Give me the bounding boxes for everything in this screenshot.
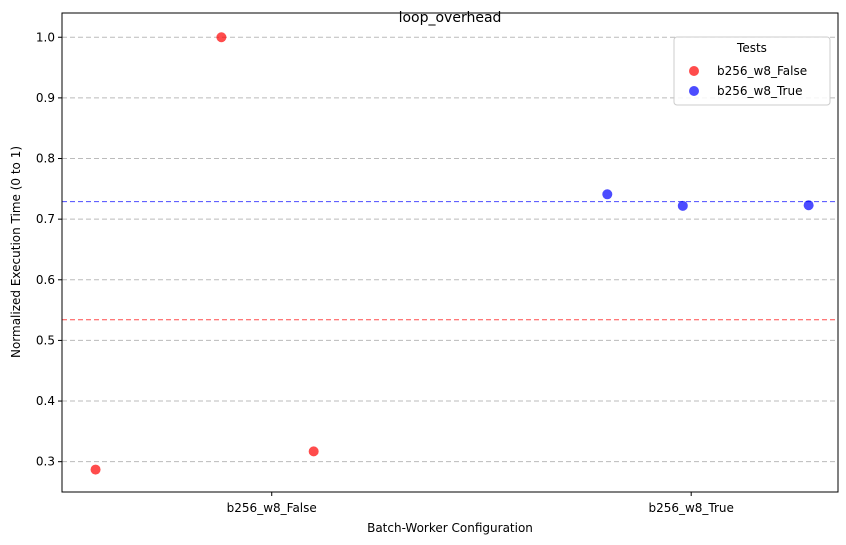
x-tick-label: b256_w8_True	[648, 501, 733, 515]
grid-lines	[62, 36, 838, 463]
y-tick-label: 0.9	[36, 91, 55, 105]
plot-frame	[61, 12, 839, 493]
y-tick-label: 0.7	[36, 212, 55, 226]
y-tick-label: 1.0	[36, 30, 55, 44]
y-tick-label: 0.8	[36, 152, 55, 166]
legend-marker-b256-w8-false	[689, 66, 699, 76]
chart-title: loop_overhead	[399, 10, 502, 26]
y-tick-label: 0.3	[36, 455, 55, 469]
y-tick-label: 0.5	[36, 333, 55, 347]
x-axis-ticks: b256_w8_False b256_w8_True	[227, 492, 734, 515]
data-point	[803, 200, 814, 211]
legend-box	[673, 36, 831, 106]
legend: Tests b256_w8_False b256_w8_True	[673, 36, 831, 106]
mean-lines	[62, 201, 838, 321]
y-axis-label: Normalized Execution Time (0 to 1)	[9, 146, 23, 358]
data-point	[90, 464, 101, 475]
data-point	[308, 446, 319, 457]
legend-label-b256-w8-true: b256_w8_True	[717, 84, 802, 98]
data-point	[602, 189, 613, 200]
y-tick-label: 0.6	[36, 273, 55, 287]
y-axis-ticks: 0.3 0.4 0.5 0.6 0.7 0.8 0.9 1.0	[36, 30, 62, 469]
data-point	[677, 200, 688, 211]
data-point	[216, 32, 227, 43]
legend-title: Tests	[736, 41, 767, 55]
legend-label-b256-w8-false: b256_w8_False	[717, 64, 807, 78]
legend-marker-b256-w8-true	[689, 86, 699, 96]
x-tick-label: b256_w8_False	[227, 501, 317, 515]
y-tick-label: 0.4	[36, 394, 55, 408]
data-points	[90, 32, 814, 475]
x-axis-label: Batch-Worker Configuration	[367, 521, 533, 535]
